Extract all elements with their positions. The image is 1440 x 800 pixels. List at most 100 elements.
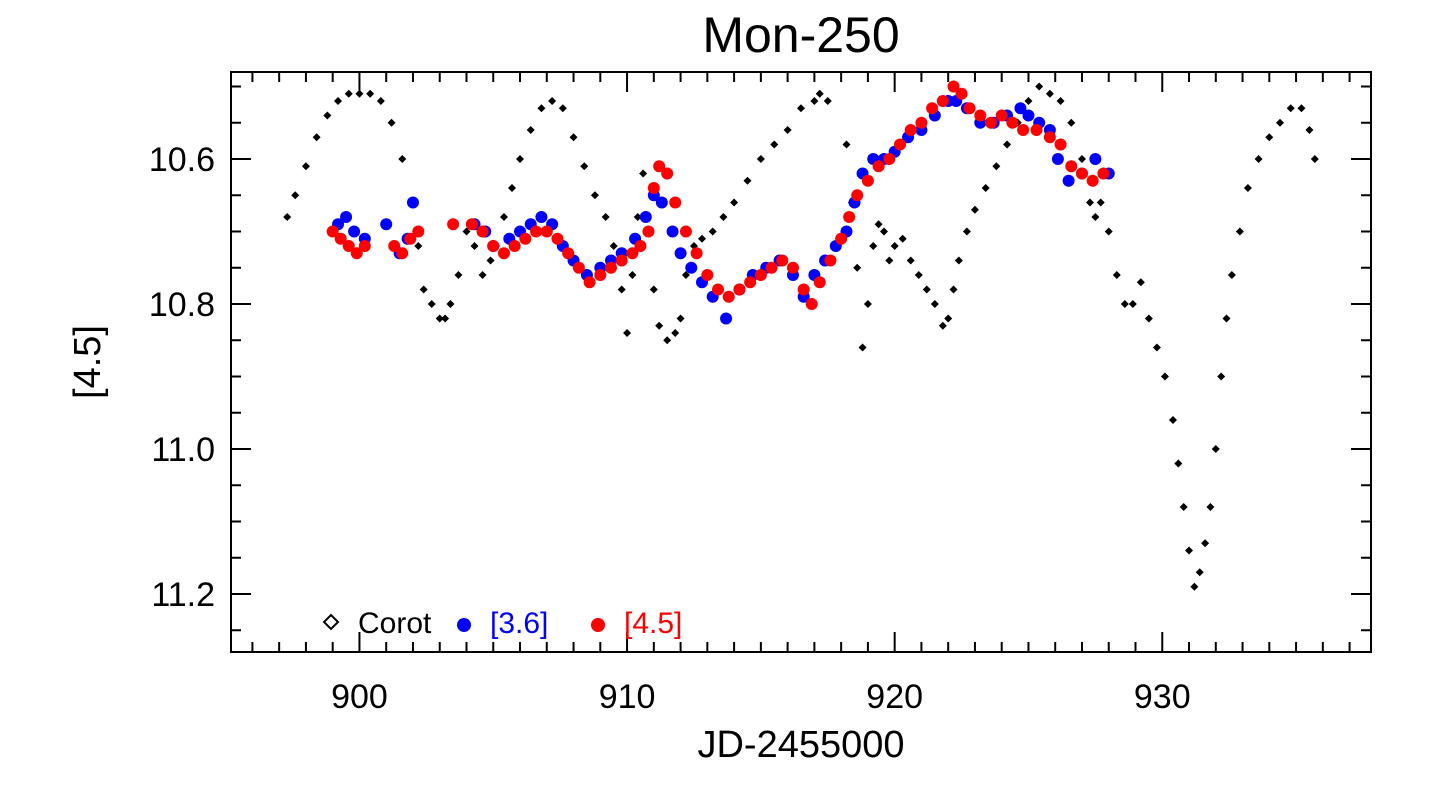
point-4-5 [476,225,489,238]
point-corot [743,176,752,185]
point-4-5 [1065,160,1078,173]
point-3-6 [685,261,698,274]
point-corot [537,104,546,113]
point-4-5 [530,225,543,238]
point-4-5 [388,240,401,252]
point-4-5 [653,160,666,173]
point-corot [462,227,471,236]
point-corot [1227,271,1236,279]
point-4-5 [786,261,799,274]
point-corot [427,300,436,308]
point-corot [1276,118,1285,127]
point-corot [708,227,717,236]
point-corot [1168,416,1177,424]
point-3-6 [1014,102,1027,115]
point-corot [1077,155,1086,163]
point-corot [1179,503,1188,511]
point-corot [435,314,444,323]
point-4-5 [744,276,757,289]
point-corot [628,271,637,279]
point-corot [853,263,862,272]
point-4-5 [861,174,874,187]
point-corot [507,184,516,192]
point-4-5 [605,261,617,274]
point-corot [414,242,423,250]
point-corot [1286,104,1295,113]
point-corot [1128,300,1137,308]
point-corot [1185,546,1194,555]
point-corot [869,242,878,250]
point-3-6 [1089,153,1102,165]
point-corot [283,213,292,221]
point-3-6 [340,211,353,223]
point-corot [1201,539,1210,548]
point-4-5 [626,247,639,260]
point-corot [486,256,495,265]
point-corot [890,242,899,250]
point-4-5 [894,138,907,151]
point-corot [355,89,364,98]
point-4-5 [1017,124,1030,136]
point-4-5 [487,240,500,252]
point-4-5 [947,80,960,93]
point-3-6 [674,247,687,260]
point-4-5 [904,124,917,136]
point-corot [1035,82,1044,91]
point-4-5 [1030,124,1043,136]
point-4-5 [1054,138,1067,151]
point-corot [609,242,618,250]
point-3-6 [1022,109,1035,122]
point-4-5 [843,211,856,223]
point-corot [944,314,953,323]
point-corot [323,111,332,120]
point-4-5 [679,225,692,238]
point-4-5 [813,276,826,289]
point-corot [783,126,792,134]
point-corot [676,314,685,323]
point-corot [1067,118,1076,127]
point-3-6 [655,196,668,209]
point-corot [301,162,310,171]
point-3-6 [535,211,548,223]
legend-label-4-5: [4.5] [624,607,682,640]
point-4-5 [963,102,976,115]
point-corot [858,343,867,352]
point-corot [1310,155,1319,163]
point-corot [815,89,824,98]
point-4-5 [447,218,460,231]
y-axis-label: [4.5] [67,325,109,399]
point-corot [681,271,690,279]
point-3-6 [406,196,419,209]
series-4-5 [326,80,1110,310]
point-corot [580,162,589,171]
point-corot [970,205,979,214]
axis-tick-labels: 900 910 920 930 10.6 10.8 11.0 11.2 [149,141,1191,716]
point-3-6 [380,218,393,231]
legend: Corot [3.6] [4.5] [322,607,682,640]
plot-frame [230,71,1372,653]
point-4-5 [824,254,837,267]
point-corot [1235,227,1244,236]
x-tick-label: 910 [599,678,656,716]
point-corot [398,155,407,163]
point-corot [823,97,832,105]
point-corot [366,89,375,98]
point-4-5 [1097,167,1110,180]
point-4-5 [647,182,660,194]
point-corot [1086,198,1095,207]
point-corot [446,300,455,308]
point-4-5 [701,269,714,281]
point-corot [770,140,779,149]
point-4-5 [412,225,425,238]
y-tick-label: 10.8 [149,286,215,324]
point-4-5 [583,276,596,289]
point-corot [930,300,939,308]
point-4-5 [642,225,655,238]
point-corot [1104,227,1113,236]
point-corot [548,97,557,105]
point-corot [1305,126,1314,134]
axis-ticks [231,72,1371,652]
point-4-5 [872,160,885,173]
point-4-5 [326,225,339,238]
y-tick-label: 11.0 [151,431,215,469]
